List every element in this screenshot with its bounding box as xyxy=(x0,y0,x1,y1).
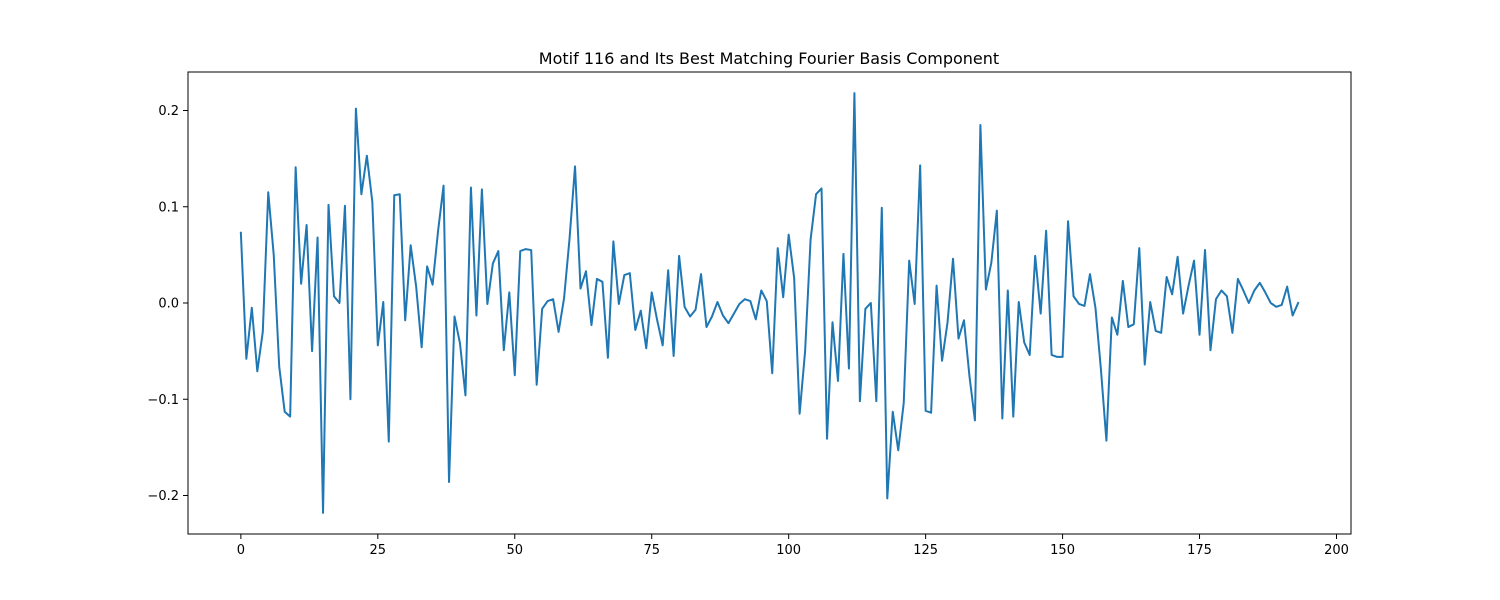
plot-area xyxy=(239,92,1300,514)
y-tick-label: −0.2 xyxy=(147,489,179,504)
y-tick-label: −0.1 xyxy=(147,393,179,408)
x-tick-label: 125 xyxy=(913,543,938,558)
x-tick-label: 150 xyxy=(1050,543,1075,558)
y-tick-label: 0.0 xyxy=(158,297,179,312)
y-axis: −0.2 −0.1 0.0 0.1 0.2 xyxy=(147,104,188,504)
series-line-0 xyxy=(239,92,1300,514)
x-axis: 0 25 50 75 100 125 150 175 200 xyxy=(237,534,1349,558)
x-tick-label: 0 xyxy=(237,543,245,558)
x-tick-label: 50 xyxy=(506,543,523,558)
y-tick-label: 0.2 xyxy=(158,104,179,119)
chart-title: Motif 116 and Its Best Matching Fourier … xyxy=(539,49,999,68)
x-tick-label: 25 xyxy=(370,543,387,558)
y-tick-label: 0.1 xyxy=(158,200,179,215)
x-tick-label: 100 xyxy=(776,543,801,558)
x-tick-label: 200 xyxy=(1324,543,1349,558)
x-tick-label: 175 xyxy=(1187,543,1212,558)
x-tick-label: 75 xyxy=(643,543,660,558)
